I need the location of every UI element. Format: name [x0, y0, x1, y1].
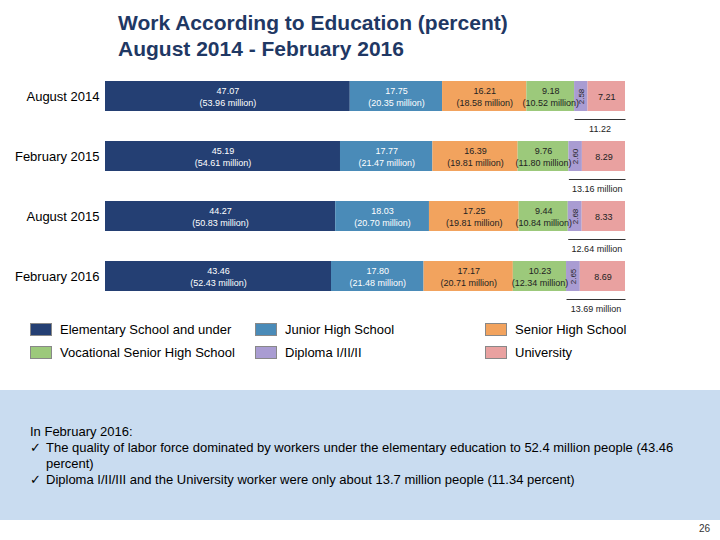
- svg-text:8.29: 8.29: [595, 152, 613, 162]
- svg-text:9.18(10.52 million): 9.18(10.52 million): [522, 86, 579, 107]
- svg-text:7.21: 7.21: [598, 92, 616, 102]
- svg-text:17.17(20.71 million): 17.17(20.71 million): [440, 266, 497, 287]
- svg-text:17.25(19.81 million): 17.25(19.81 million): [446, 206, 503, 227]
- html-text:Diploma I/II/II: Diploma I/II/II: [285, 345, 362, 360]
- svg-text:8.33: 8.33: [595, 212, 613, 222]
- svg-text:13.69 million: 13.69 million: [571, 304, 622, 314]
- svg-text:9.44(10.84 million): 9.44(10.84 million): [515, 206, 572, 227]
- svg-text:43.46(52.43 million): 43.46(52.43 million): [190, 266, 247, 287]
- svg-text:11.22: 11.22: [589, 124, 611, 134]
- svg-text:16.39(19.81 million): 16.39(19.81 million): [447, 146, 504, 167]
- svg-text:18.03(20.70 million): 18.03(20.70 million): [354, 206, 411, 227]
- html-text:Vocational Senior High School: Vocational Senior High School: [60, 345, 235, 360]
- svg-text:10.23(12.34 million): 10.23(12.34 million): [512, 266, 569, 287]
- svg-text:August 2015: August 2015: [26, 209, 99, 224]
- svg-text:August 2014: August 2014: [26, 89, 99, 104]
- svg-text:2.68: 2.68: [571, 208, 580, 224]
- html-text:Work According to Education (p: Work According to Education (percent): [118, 11, 508, 34]
- html-text:Junior High School: Junior High School: [285, 322, 395, 337]
- svg-text:8.69: 8.69: [594, 272, 612, 282]
- svg-text:9.76(11.80 million): 9.76(11.80 million): [516, 146, 572, 167]
- svg-text:44.27(50.83 million): 44.27(50.83 million): [192, 206, 249, 227]
- svg-text:12.64 million: 12.64 million: [572, 244, 623, 254]
- html-text:University: University: [515, 345, 573, 360]
- svg-text:2.60: 2.60: [571, 148, 580, 164]
- html-text:26: 26: [698, 523, 710, 534]
- svg-text:2.65: 2.65: [569, 268, 578, 284]
- svg-text:17.80(21.48 million): 17.80(21.48 million): [350, 266, 407, 287]
- html-text:Diploma I/II/III and the Unive: Diploma I/II/III and the University work…: [46, 472, 575, 487]
- html-text:August 2014 - February 2016: August 2014 - February 2016: [118, 37, 404, 60]
- html-text:The quality of labor force dom: The quality of labor force dominated by …: [46, 440, 674, 471]
- svg-text:17.75(20.35 million): 17.75(20.35 million): [368, 86, 425, 107]
- svg-text:17.77(21.47 million): 17.77(21.47 million): [358, 146, 415, 167]
- html-text:Senior High School: Senior High School: [515, 322, 627, 337]
- svg-text:February 2016: February 2016: [15, 269, 100, 284]
- html-text:In February 2016:: In February 2016:: [30, 424, 133, 439]
- svg-text:13.16 million: 13.16 million: [572, 184, 623, 194]
- svg-text:45.19(54.61 million): 45.19(54.61 million): [195, 146, 252, 167]
- svg-text:February 2015: February 2015: [15, 149, 100, 164]
- svg-text:16.21(18.58 million): 16.21(18.58 million): [456, 86, 513, 107]
- html-text:Elementary School and under: Elementary School and under: [60, 322, 232, 337]
- svg-text:47.07(53.96 million): 47.07(53.96 million): [200, 86, 257, 107]
- svg-text:2.58: 2.58: [577, 88, 586, 104]
